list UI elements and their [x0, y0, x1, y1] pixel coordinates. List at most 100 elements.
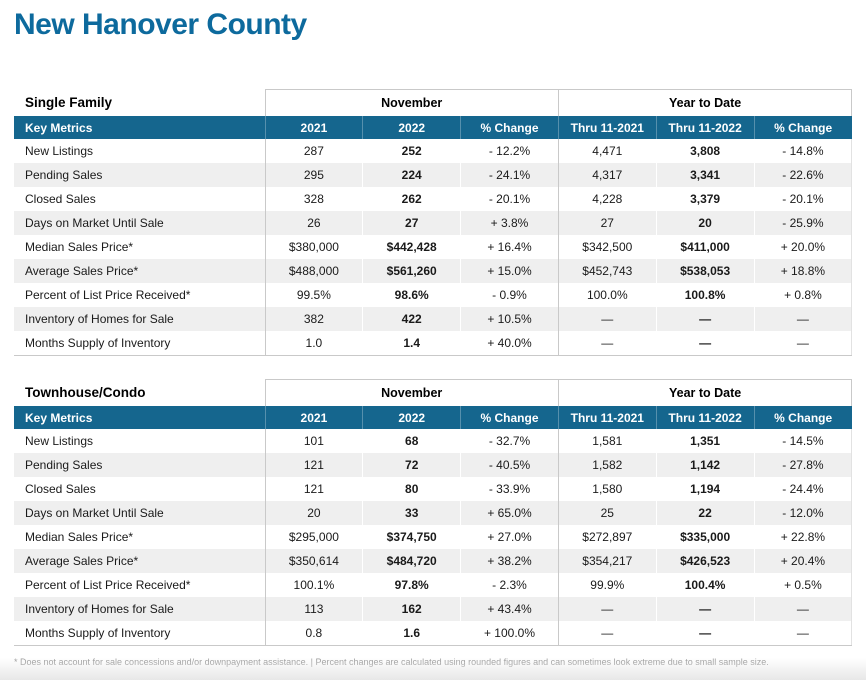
column-header-pct-change-ytd: % Change [753, 406, 852, 429]
group-header-november: November [264, 89, 559, 116]
metric-value: 100.1% [264, 573, 363, 597]
metric-label: Days on Market Until Sale [14, 501, 265, 525]
column-header-pct-change: % Change [460, 406, 559, 429]
table-row: Inventory of Homes for Sale 113 162 + 43.4%… [14, 597, 853, 621]
metric-value: 27 [362, 211, 461, 235]
metric-value: $295,000 [264, 525, 363, 549]
metric-value: 100.0% [557, 283, 657, 307]
metric-value: - 25.9% [753, 211, 853, 235]
metric-value: 382 [264, 307, 363, 331]
metric-value: - 40.5% [460, 453, 559, 477]
metric-value: 1,582 [557, 453, 657, 477]
metric-value: 4,228 [557, 187, 657, 211]
column-header-pct-change: % Change [460, 116, 559, 139]
section-title: Single Family [25, 95, 113, 111]
metric-value: 121 [264, 453, 363, 477]
metric-value: 328 [264, 187, 363, 211]
group-header-year-to-date: Year to Date [557, 379, 853, 406]
metric-value: $350,614 [264, 549, 363, 573]
metric-value: - 33.9% [460, 477, 559, 501]
metric-label: Percent of List Price Received* [14, 283, 265, 307]
townhouse-condo-table-body: New Listings 101 68- 32.7% 1,581 1,351- 14.5… [14, 429, 853, 646]
metric-value: 4,317 [557, 163, 657, 187]
metric-value: 4,471 [557, 139, 657, 163]
metric-value: + 38.2% [460, 549, 559, 573]
metric-label: Median Sales Price* [14, 235, 265, 259]
column-header-row: Key Metrics 2021 2022 % Change Thru 11-2… [14, 406, 852, 429]
table-row: New Listings 101 68- 32.7% 1,581 1,351- 14.5… [14, 429, 853, 453]
table-row: Closed Sales 328 262- 20.1% 4,228 3,379- 20.… [14, 187, 853, 211]
metric-label: Closed Sales [14, 187, 265, 211]
metric-value: 1.4 [362, 331, 461, 356]
metric-value: 68 [362, 429, 461, 453]
table-row: Months Supply of Inventory 1.0 1.4 + 40.0% —… [14, 331, 853, 356]
metric-label: Inventory of Homes for Sale [14, 307, 265, 331]
metric-value: $426,523 [655, 549, 754, 573]
metric-value: + 16.4% [460, 235, 559, 259]
metric-value: - 14.5% [753, 429, 853, 453]
metric-value: 100.4% [655, 573, 754, 597]
metric-value: — [655, 597, 754, 621]
metric-value: 99.5% [264, 283, 363, 307]
metric-value: - 12.0% [753, 501, 853, 525]
metric-value: - 14.8% [753, 139, 853, 163]
metric-value: $374,750 [362, 525, 461, 549]
metric-label: Percent of List Price Received* [14, 573, 265, 597]
metric-label: Closed Sales [14, 477, 265, 501]
footnote: * Does not account for sale concessions … [14, 657, 769, 667]
metric-label: Inventory of Homes for Sale [14, 597, 265, 621]
metric-value: $272,897 [557, 525, 657, 549]
metric-value: 99.9% [557, 573, 657, 597]
metric-value: 3,379 [655, 187, 754, 211]
metric-value: — [753, 597, 853, 621]
metric-value: 25 [557, 501, 657, 525]
metric-value: + 3.8% [460, 211, 559, 235]
metric-value: + 10.5% [460, 307, 559, 331]
metric-value: 1.6 [362, 621, 461, 646]
column-header-pct-change-ytd: % Change [753, 116, 852, 139]
column-header-thru-11-2021: Thru 11-2021 [557, 406, 657, 429]
metric-value: + 20.0% [753, 235, 853, 259]
metric-value: — [557, 331, 657, 356]
table-row: Median Sales Price* $380,000 $442,428 + 16.… [14, 235, 853, 259]
metric-value: $561,260 [362, 259, 461, 283]
metric-value: 20 [655, 211, 754, 235]
metric-value: 27 [557, 211, 657, 235]
column-header-thru-11-2022: Thru 11-2022 [655, 116, 754, 139]
metric-value: 3,808 [655, 139, 754, 163]
metric-label: Months Supply of Inventory [14, 621, 265, 646]
table-row: New Listings 287 252- 12.2% 4,471 3,808- 14.… [14, 139, 853, 163]
single-family-table: Single Family November Year to Date Key … [14, 89, 853, 356]
metric-value: — [753, 331, 853, 356]
metric-value: 22 [655, 501, 754, 525]
section-title: Townhouse/Condo [25, 385, 146, 401]
metric-value: + 100.0% [460, 621, 559, 646]
metric-value: + 27.0% [460, 525, 559, 549]
metric-value: 26 [264, 211, 363, 235]
metric-value: 121 [264, 477, 363, 501]
metric-value: $442,428 [362, 235, 461, 259]
table-row: Pending Sales 295 224- 24.1% 4,317 3,341- 22… [14, 163, 853, 187]
metric-value: + 0.8% [753, 283, 853, 307]
metric-value: 80 [362, 477, 461, 501]
metric-value: 33 [362, 501, 461, 525]
table-row: Percent of List Price Received* 99.5% 98.6… [14, 283, 853, 307]
column-header-key-metrics: Key Metrics [14, 406, 265, 429]
metric-value: + 22.8% [753, 525, 853, 549]
table-row: Closed Sales 121 80- 33.9% 1,580 1,194- 24.4… [14, 477, 853, 501]
table-row: Percent of List Price Received* 100.1% 97.… [14, 573, 853, 597]
metric-value: - 0.9% [460, 283, 559, 307]
table-row: Inventory of Homes for Sale 382 422 + 10.5%… [14, 307, 853, 331]
metric-value: — [655, 621, 754, 646]
metric-value: 1,142 [655, 453, 754, 477]
metric-value: 162 [362, 597, 461, 621]
metric-label: New Listings [14, 139, 265, 163]
metric-value: - 12.2% [460, 139, 559, 163]
metric-value: 252 [362, 139, 461, 163]
table-row: Pending Sales 121 72- 40.5% 1,582 1,142- 27.… [14, 453, 853, 477]
metric-value: — [655, 331, 754, 356]
metric-value: - 20.1% [460, 187, 559, 211]
metric-value: + 0.5% [753, 573, 853, 597]
metric-label: Median Sales Price* [14, 525, 265, 549]
